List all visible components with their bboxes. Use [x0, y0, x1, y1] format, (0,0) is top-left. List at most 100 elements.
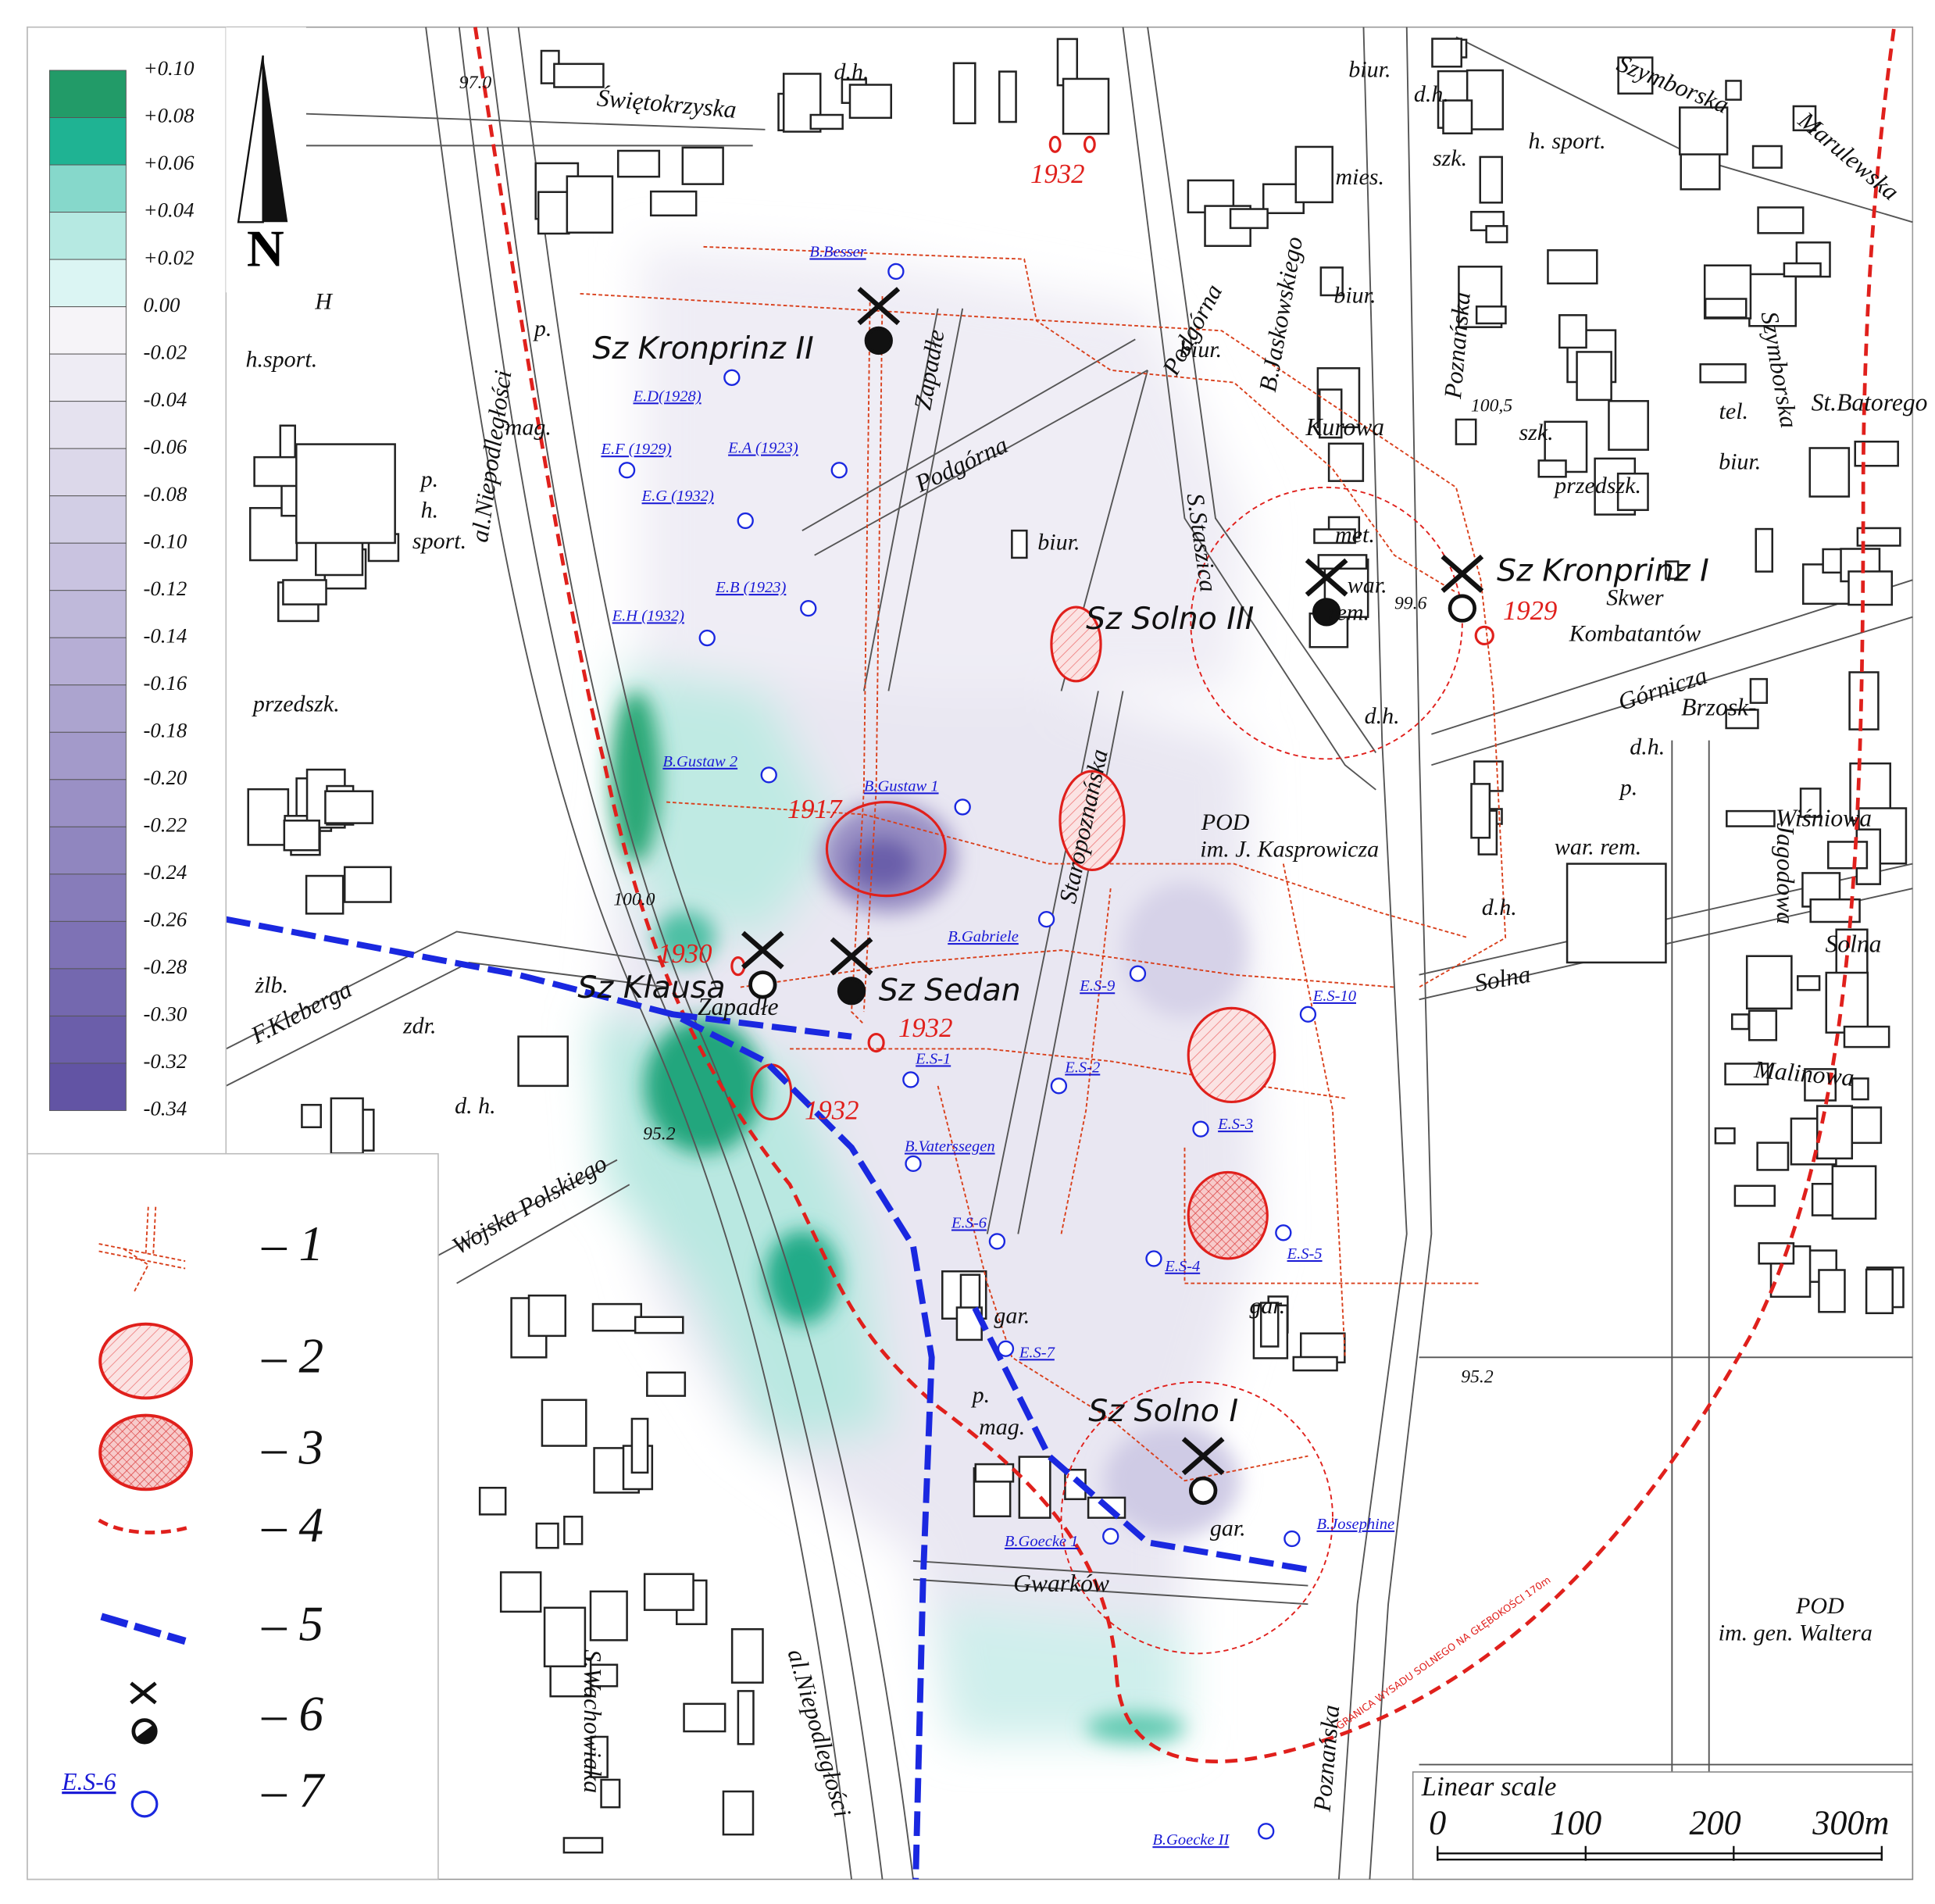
borehole [1129, 965, 1147, 982]
color-swatch [48, 353, 127, 402]
legend-texts: – 1 – 2 – 3 – 4 – 5 – 6 – 7 [261, 1216, 325, 1818]
building [1547, 249, 1598, 285]
year-label: 1917 [787, 794, 843, 824]
legend-item-label: – 6 [261, 1687, 323, 1741]
color-swatch [48, 70, 127, 119]
building [253, 455, 299, 488]
borehole-label: B.Goecke 1 [1005, 1533, 1079, 1550]
place-label: d.h. [1482, 895, 1517, 920]
borehole-marks [618, 263, 1317, 1840]
color-scale-label: -0.14 [143, 623, 187, 647]
borehole [1283, 1530, 1301, 1548]
building [1608, 400, 1649, 451]
shaft-symbol [1441, 554, 1484, 593]
place-label: d.h. [1414, 81, 1449, 107]
place-label: gar. [994, 1303, 1030, 1329]
color-scale-label: -0.10 [143, 529, 187, 552]
borehole [760, 766, 777, 784]
place-label: d.h. [1365, 703, 1400, 729]
place-label: war. rem. [1555, 834, 1641, 860]
year-label: 1932 [1030, 159, 1084, 189]
building [1229, 208, 1269, 230]
color-scale-label: -0.22 [143, 813, 187, 836]
building [517, 1035, 569, 1088]
year-label: 1932 [805, 1095, 859, 1126]
building [563, 1515, 584, 1545]
color-scale-label: -0.30 [143, 1002, 187, 1026]
building [722, 1790, 755, 1836]
building [649, 190, 698, 217]
borehole-label: B.Goecke II [1152, 1831, 1230, 1849]
borehole [618, 462, 636, 479]
building [643, 1573, 694, 1611]
building [1565, 863, 1667, 964]
building [343, 866, 392, 903]
shaft-symbol [837, 977, 866, 1006]
borehole [800, 599, 817, 617]
color-swatch [48, 306, 127, 355]
building [1751, 145, 1783, 169]
subsidence-troughs [730, 135, 1494, 1260]
legend-symbols [98, 1206, 194, 1818]
year-label: 1932 [898, 1013, 952, 1043]
color-scale-label: -0.34 [143, 1097, 187, 1120]
building [616, 149, 661, 178]
color-swatch [48, 542, 127, 591]
building [1726, 809, 1776, 827]
color-scale-label: -0.28 [143, 955, 187, 978]
building [1856, 527, 1901, 547]
street-name: Zapadłe [698, 993, 779, 1020]
color-swatch [48, 1063, 127, 1111]
place-label: Kombatantów [1569, 620, 1701, 646]
place-label: przedszk. [1553, 473, 1641, 498]
building [1011, 529, 1028, 559]
color-swatch [48, 968, 127, 1016]
color-swatch [48, 873, 127, 922]
street-name: Jagodowa [1772, 823, 1799, 924]
shaft-symbol [1305, 558, 1348, 597]
borehole [1050, 1077, 1068, 1095]
building [1704, 298, 1748, 319]
color-scale-label: -0.20 [143, 766, 187, 789]
place-label: met. [1335, 522, 1375, 548]
shaft-symbol [1448, 594, 1476, 623]
legend-item-label: – 7 [261, 1763, 325, 1818]
place-label: im. J. Kasprowicza [1200, 837, 1379, 863]
building [324, 790, 374, 824]
place-label: Skwer [1606, 584, 1664, 610]
street-name: Gwarków [1013, 1570, 1109, 1597]
borehole [1102, 1527, 1119, 1545]
building [1730, 1013, 1750, 1031]
building [1748, 1009, 1778, 1041]
place-label: szk. [1433, 145, 1467, 171]
legend-item-label: – 4 [261, 1498, 323, 1552]
building [305, 874, 345, 915]
building [1475, 305, 1507, 325]
place-label: biur. [1037, 529, 1080, 555]
place-label: sport. [412, 528, 466, 554]
building [1756, 1141, 1790, 1171]
legend-item-label: – 1 [261, 1216, 323, 1271]
borehole [988, 1233, 1006, 1250]
building [998, 70, 1017, 123]
elevation: 99.6 [1394, 593, 1427, 613]
shaft-name: Sz Solno I [1088, 1393, 1238, 1429]
building [1576, 351, 1612, 402]
color-swatch [48, 259, 127, 308]
borehole-label: E.S-1 [915, 1050, 951, 1067]
building [1749, 677, 1769, 704]
borehole [954, 798, 971, 816]
borehole-label: E.S-3 [1217, 1116, 1253, 1133]
building [589, 1590, 628, 1641]
color-scale-label: -0.18 [143, 718, 187, 741]
borehole [887, 263, 905, 280]
shaft-symbol [1181, 1437, 1225, 1476]
place-label: biur. [1333, 283, 1376, 309]
shaft-symbol [857, 287, 901, 326]
building [1318, 388, 1343, 439]
place-label: przedszk. [252, 691, 340, 716]
scale-bar-label: 200 [1689, 1804, 1740, 1842]
legend-panel [27, 1152, 439, 1881]
shaft-name: Sz Kronprinz I [1497, 552, 1709, 588]
